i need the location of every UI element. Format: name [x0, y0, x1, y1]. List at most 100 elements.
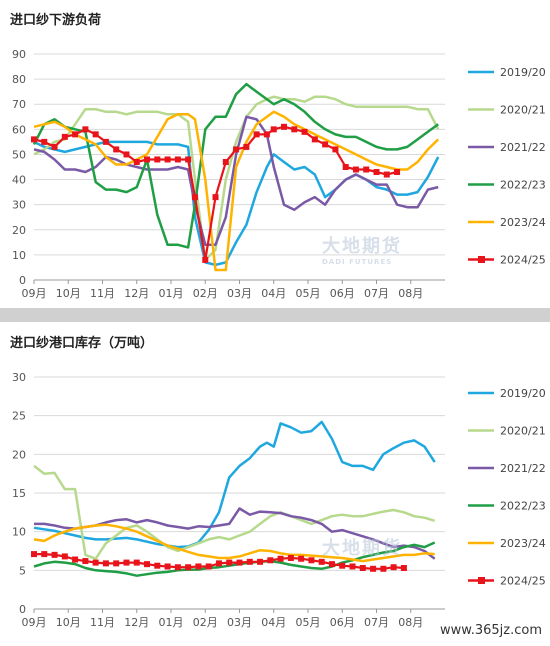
data-point-marker [257, 558, 264, 565]
data-point-marker [322, 141, 329, 148]
data-point-marker [281, 123, 288, 130]
data-point-marker [318, 558, 325, 565]
x-tick-label: 04月 [261, 287, 286, 300]
data-point-marker [243, 143, 250, 150]
x-tick-label: 03月 [227, 616, 252, 629]
y-tick-label: 50 [12, 148, 26, 161]
data-point-marker [287, 554, 294, 561]
data-point-marker [31, 136, 37, 143]
data-point-marker [270, 126, 277, 133]
y-tick-label: 20 [12, 224, 26, 237]
data-point-marker [133, 559, 140, 566]
x-tick-label: 06月 [330, 287, 355, 300]
data-point-marker [233, 146, 240, 153]
data-point-marker [291, 126, 298, 133]
y-tick-label: 40 [12, 174, 26, 187]
x-tick-label: 10月 [56, 616, 81, 629]
watermark-logo: 大地期货 DADI FUTURES [322, 232, 402, 266]
data-point-marker [332, 146, 339, 153]
data-point-marker [102, 560, 109, 567]
data-point-marker [205, 563, 212, 570]
legend-marker [478, 577, 485, 584]
data-point-marker [61, 553, 68, 560]
y-tick-label: 25 [12, 410, 26, 423]
data-point-marker [352, 166, 359, 173]
data-point-marker [236, 559, 243, 566]
x-tick-label: 07月 [364, 616, 389, 629]
data-point-marker [222, 158, 229, 165]
data-point-marker [51, 551, 58, 558]
legend-label: 2024/25 [500, 575, 546, 588]
chart-port-inventory: 0 5 10 15 20 25 30 09月 10月 11月 12月 01月 02月 03月 04月 05月 0… [12, 371, 546, 629]
x-tick-label: 09月 [22, 616, 47, 629]
y-tick-label: 10 [12, 526, 26, 539]
x-tick-label: 03月 [227, 287, 252, 300]
data-point-marker [164, 156, 171, 163]
data-point-marker [246, 558, 253, 565]
data-point-marker [123, 559, 130, 566]
data-point-marker [144, 561, 151, 568]
series-line-2023-24 [33, 110, 440, 272]
series-line-2021-22 [33, 115, 439, 247]
data-point-marker [113, 146, 120, 153]
data-point-marker [370, 565, 377, 572]
data-point-marker [41, 138, 48, 145]
data-point-marker [72, 556, 79, 563]
data-point-marker [92, 131, 99, 138]
x-tick-label: 02月 [193, 616, 218, 629]
data-point-marker [383, 171, 390, 178]
data-point-marker [263, 131, 270, 138]
data-point-marker [311, 136, 318, 143]
data-point-marker [253, 131, 260, 138]
data-point-marker [31, 551, 37, 558]
legend-label: 2019/20 [500, 387, 546, 400]
x-tick-label: 05月 [296, 616, 321, 629]
data-point-marker [328, 561, 335, 568]
panel-divider [0, 308, 550, 322]
series-line-2022-23 [33, 541, 436, 577]
y-tick-label: 0 [19, 603, 26, 616]
x-tick-label: 04月 [261, 616, 286, 629]
x-tick-label: 08月 [398, 287, 423, 300]
y-tick-label: 80 [12, 73, 26, 86]
chart-panel-downstream-load: 进口纱下游负荷 0 10 20 30 40 50 60 70 80 90 09月 10月 11月 12月 0… [0, 0, 550, 308]
data-point-marker [298, 555, 305, 562]
legend-label: 2023/24 [500, 537, 546, 550]
data-point-marker [195, 563, 202, 570]
data-point-marker [113, 560, 120, 567]
legend-label: 2022/23 [500, 179, 546, 192]
legend-label: 2024/25 [500, 254, 546, 267]
data-point-marker [342, 164, 349, 170]
data-point-marker [61, 133, 68, 140]
x-tick-label: 02月 [193, 287, 218, 300]
x-tick-label: 01月 [159, 616, 184, 629]
data-point-marker [363, 166, 370, 173]
legend-label: 2020/21 [500, 425, 546, 438]
site-watermark: www.365jz.com [440, 623, 542, 638]
y-tick-label: 90 [12, 48, 26, 61]
data-point-marker [174, 564, 181, 571]
data-point-marker [277, 555, 284, 562]
data-point-marker [174, 156, 181, 163]
x-tick-label: 07月 [364, 287, 389, 300]
series-line-2022-23 [32, 82, 439, 249]
series-line-2020-21 [33, 95, 440, 262]
watermark-sub-text: DADI FUTURES [322, 258, 393, 266]
data-point-marker [133, 158, 140, 165]
data-point-marker [301, 128, 308, 135]
y-tick-label: 60 [12, 123, 26, 136]
data-point-marker [359, 565, 366, 572]
data-point-marker [215, 560, 222, 567]
x-tick-label: 01月 [159, 287, 184, 300]
x-tick-label: 06月 [330, 616, 355, 629]
x-tick-label: 11月 [90, 616, 115, 629]
data-point-marker [394, 169, 401, 176]
y-tick-label: 70 [12, 98, 26, 111]
watermark-main-text: 大地期货 [322, 538, 402, 559]
x-tick-label: 09月 [22, 287, 47, 300]
data-point-marker [339, 562, 346, 569]
data-point-marker [349, 563, 356, 570]
legend-label: 2021/22 [500, 462, 546, 475]
data-point-marker [144, 156, 151, 163]
chart-title: 进口纱下游负荷 [10, 13, 102, 28]
